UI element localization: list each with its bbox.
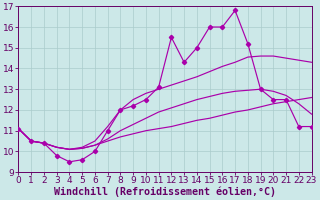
X-axis label: Windchill (Refroidissement éolien,°C): Windchill (Refroidissement éolien,°C) (54, 187, 276, 197)
